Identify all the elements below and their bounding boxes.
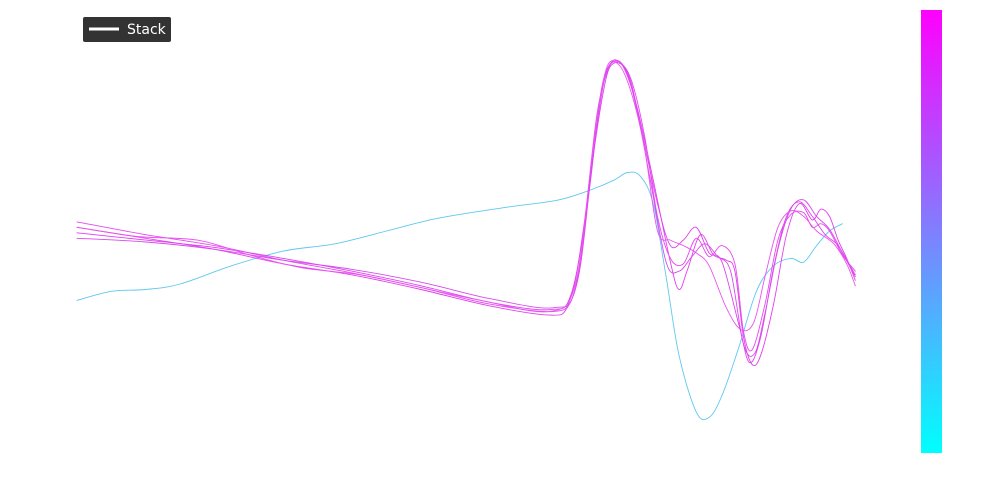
colorbar	[921, 10, 942, 453]
legend: Stack	[83, 17, 171, 42]
trace-line-2	[76, 60, 856, 367]
trace-line-5	[76, 61, 856, 357]
legend-background	[83, 17, 171, 42]
trace-line-1	[76, 171, 843, 421]
legend-label: Stack	[127, 22, 167, 38]
trace-line-6	[76, 60, 856, 332]
trace-line-4	[76, 60, 856, 364]
plot-area	[76, 59, 856, 421]
trace-line-3	[76, 59, 856, 352]
